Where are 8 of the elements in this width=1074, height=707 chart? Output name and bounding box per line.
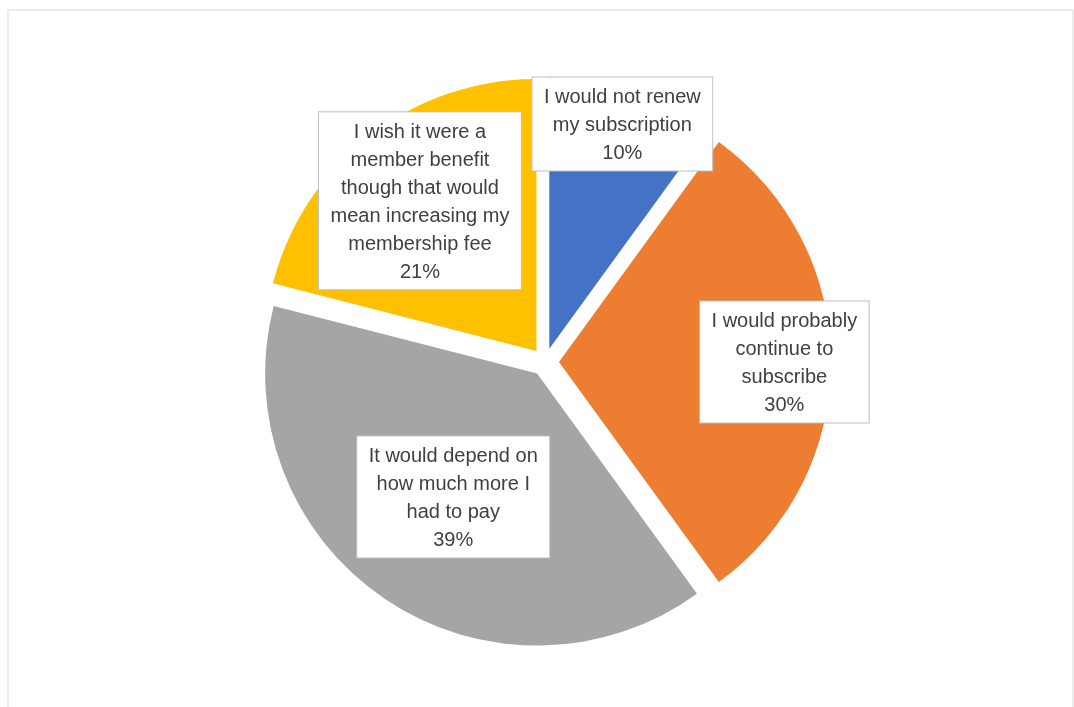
data-label: 30% <box>764 393 805 415</box>
slice-label: It would depend on how much more I had to pay <box>368 443 538 522</box>
data-label: 21% <box>399 259 441 282</box>
slice-label: I wish it were a member benefit though that would mean increasing my membership fee <box>330 119 510 254</box>
data-label: 39% <box>433 527 474 550</box>
slice-label: I would not renew my subscription <box>543 85 702 136</box>
data-label: 10% <box>602 141 643 164</box>
slice-label: I would probably continue to subscribe <box>711 309 858 387</box>
